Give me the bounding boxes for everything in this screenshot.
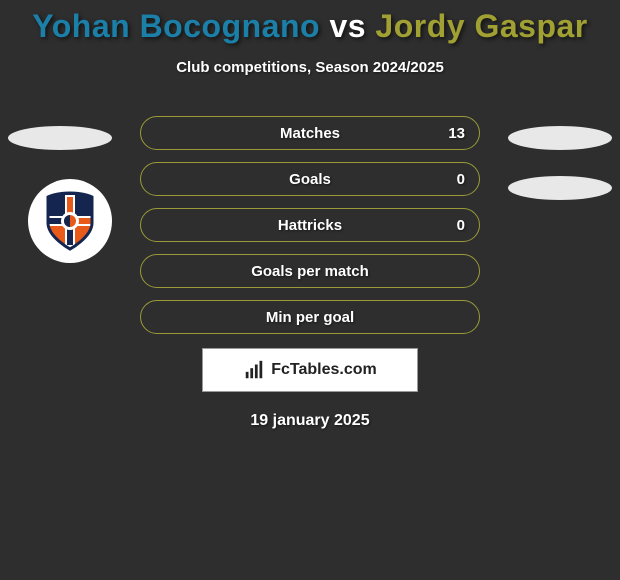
watermark-text: FcTables.com [271,361,377,379]
stat-value-right: 0 [457,217,465,234]
stat-value-right: 0 [457,171,465,188]
vs-text: vs [329,8,366,44]
player2-name: Jordy Gaspar [375,8,587,44]
snapshot-date: 19 january 2025 [0,412,620,430]
comparison-title: Yohan Bocognano vs Jordy Gaspar [0,0,620,53]
player1-photo-placeholder [8,126,112,150]
stat-value-right: 13 [448,125,465,142]
stat-row: Goals per match [140,254,480,288]
stat-row: Matches 13 [140,116,480,150]
stat-row: Goals 0 [140,162,480,196]
stat-row: Hattricks 0 [140,208,480,242]
stat-label: Goals per match [251,263,369,280]
stat-rows-container: Matches 13 Goals 0 Hattricks 0 Goals per match… [140,116,480,334]
subtitle: Club competitions, Season 2024/2025 [0,59,620,76]
player2-club-placeholder [508,176,612,200]
stat-label: Goals [289,171,331,188]
shield-icon [38,189,102,253]
stat-row: Min per goal [140,300,480,334]
stat-label: Hattricks [278,217,342,234]
stat-label: Min per goal [266,309,354,326]
player1-name: Yohan Bocognano [32,8,320,44]
player1-club-logo [28,179,112,263]
watermark: FcTables.com [202,348,418,392]
bar-chart-icon [243,359,265,381]
player2-photo-placeholder [508,126,612,150]
stat-label: Matches [280,125,340,142]
